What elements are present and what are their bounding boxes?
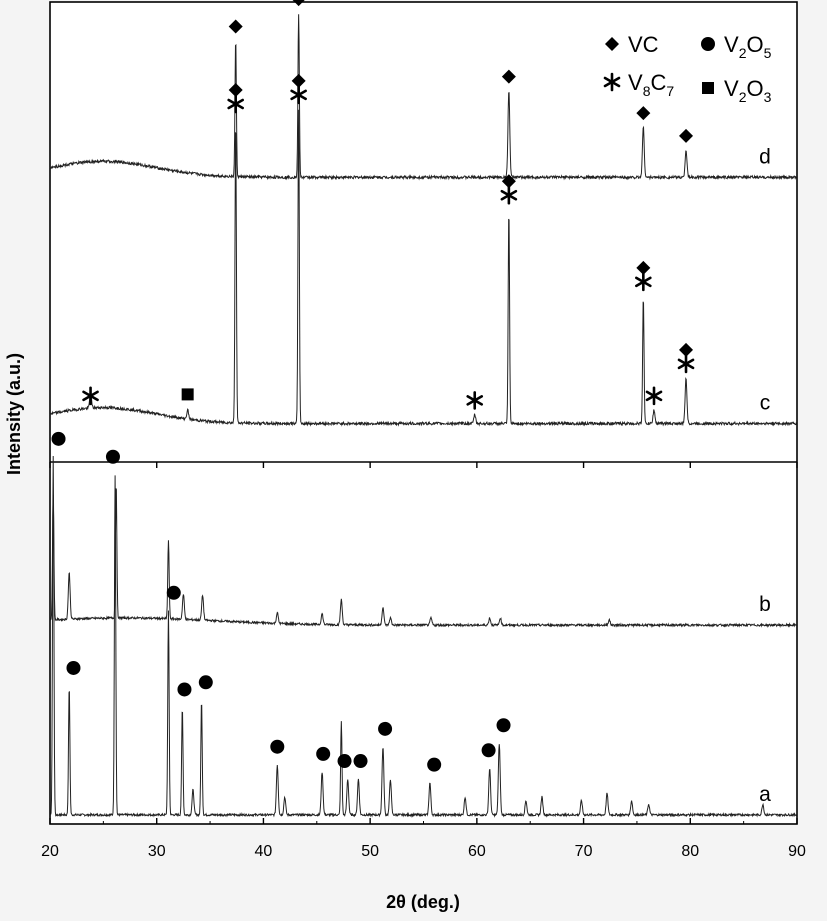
x-axis-title: 2θ (deg.) (386, 892, 460, 912)
marker-asterisk-c (227, 94, 244, 114)
x-tick-label-40: 40 (255, 843, 273, 860)
series-label-d: d (759, 145, 771, 168)
marker-diamond-c (501, 174, 516, 189)
marker-circle-a (353, 754, 368, 769)
x-axis-ticks (49, 462, 798, 824)
legend-label-0: VC (628, 32, 659, 57)
marker-circle-a (481, 743, 496, 758)
series-label-b: b (759, 593, 771, 616)
marker-circle-a (198, 675, 213, 690)
legend-label-1: V2O5 (724, 32, 772, 61)
marker-asterisk-c (82, 386, 99, 406)
plot-frame (49, 1, 798, 825)
marker-circle-a (177, 682, 192, 697)
series-a-line (49, 456, 797, 818)
series-c-line (49, 109, 797, 427)
marker-asterisk-c (466, 391, 484, 410)
marker-asterisk-c (500, 185, 518, 205)
marker-asterisk-c (290, 85, 307, 105)
marker-asterisk-c (677, 354, 695, 374)
legend-label-3: V2O3 (724, 76, 772, 105)
x-tick-label-90: 90 (788, 843, 806, 860)
legend-marker-diamond (605, 37, 619, 51)
x-tick-label-80: 80 (681, 843, 699, 860)
series-layer (49, 14, 797, 818)
trace-labels: a b c d (759, 145, 771, 806)
series-label-a: a (759, 783, 771, 806)
marker-diamond-c (679, 342, 694, 357)
marker-asterisk-c (645, 386, 663, 406)
series-label-c: c (760, 392, 771, 415)
marker-diamond-d (679, 128, 694, 143)
legend-marker-square (702, 82, 714, 94)
x-tick-label-20: 20 (41, 843, 59, 860)
series-d-line (49, 14, 797, 181)
marker-diamond-d (228, 19, 243, 34)
x-tick-label-30: 30 (148, 843, 166, 860)
marker-diamond-c (228, 83, 243, 97)
legend-label-2: V8C7 (628, 70, 674, 99)
x-axis-tick-labels: 20 30 40 50 60 70 80 90 (41, 843, 806, 860)
x-tick-label-70: 70 (575, 843, 593, 860)
marker-asterisk-c (635, 272, 652, 292)
marker-circle-a (337, 754, 352, 769)
marker-diamond-d (292, 0, 305, 7)
marker-circle-a (105, 449, 120, 464)
marker-diamond-c (291, 73, 306, 88)
marker-diamond-d (501, 69, 516, 84)
marker-diamond-d (636, 106, 651, 121)
marker-circle-a (496, 718, 511, 733)
legend-marker-circle (701, 37, 715, 51)
marker-circle-a (51, 431, 66, 446)
marker-circle-a (270, 739, 285, 754)
x-tick-label-60: 60 (468, 843, 486, 860)
marker-circle-a (316, 746, 331, 761)
marker-square-c (181, 388, 194, 401)
marker-circle-a (66, 660, 81, 675)
marker-circle-a (378, 721, 393, 736)
x-tick-label-50: 50 (361, 843, 379, 860)
series-b-line (49, 488, 797, 629)
markers-layer (51, 0, 695, 772)
y-axis-title: Intensity (a.u.) (4, 353, 24, 475)
marker-diamond-c (636, 260, 651, 275)
marker-circle-a (427, 757, 442, 772)
marker-circle-a (166, 585, 181, 600)
legend-marker-asterisk (603, 72, 621, 92)
legend: VC V2O5 V8C7 V2O3 (603, 32, 772, 105)
